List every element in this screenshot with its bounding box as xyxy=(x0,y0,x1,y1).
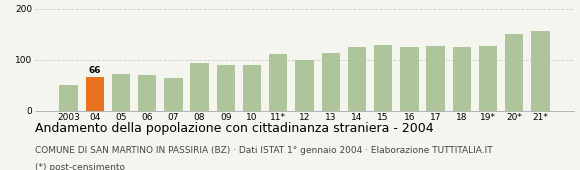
Bar xyxy=(85,77,104,110)
Bar xyxy=(531,31,550,110)
Bar xyxy=(59,85,78,110)
Bar xyxy=(269,54,288,110)
Text: COMUNE DI SAN MARTINO IN PASSIRIA (BZ) · Dati ISTAT 1° gennaio 2004 · Elaborazio: COMUNE DI SAN MARTINO IN PASSIRIA (BZ) ·… xyxy=(35,146,492,155)
Bar xyxy=(374,45,392,110)
Bar xyxy=(295,59,314,110)
Bar xyxy=(426,46,445,110)
Bar xyxy=(452,47,471,110)
Bar xyxy=(138,75,157,110)
Bar xyxy=(348,47,366,110)
Text: Andamento della popolazione con cittadinanza straniera - 2004: Andamento della popolazione con cittadin… xyxy=(35,122,433,135)
Bar xyxy=(164,78,183,110)
Bar xyxy=(190,63,209,110)
Bar xyxy=(479,46,497,110)
Bar xyxy=(505,34,524,110)
Bar xyxy=(217,65,235,110)
Bar xyxy=(243,65,261,110)
Bar xyxy=(400,47,419,110)
Text: (*) post-censimento: (*) post-censimento xyxy=(35,163,125,170)
Text: 66: 66 xyxy=(89,66,101,75)
Bar xyxy=(112,74,130,110)
Bar xyxy=(321,53,340,110)
